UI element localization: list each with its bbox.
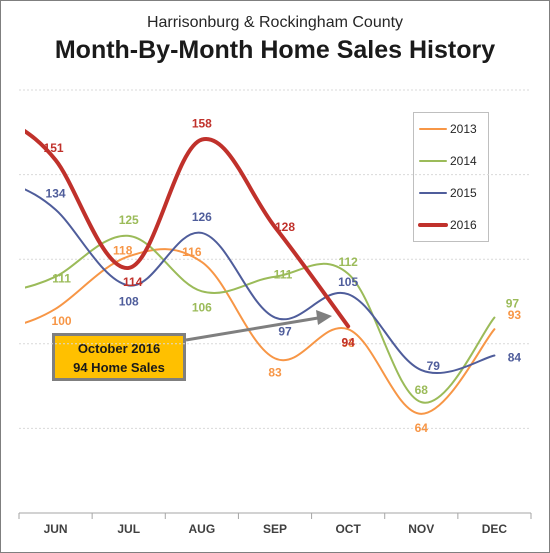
annotation-callout: October 2016 94 Home Sales	[52, 333, 186, 381]
series-line-2015	[25, 188, 496, 375]
data-label: 128	[275, 220, 295, 234]
data-label: 108	[119, 294, 139, 308]
data-label: 106	[192, 300, 212, 314]
data-label: 84	[508, 350, 522, 364]
data-label: 97	[278, 325, 292, 339]
data-label: 68	[415, 383, 429, 397]
data-label: 83	[268, 365, 282, 379]
data-label: 111	[52, 272, 71, 286]
data-label: 126	[192, 210, 212, 224]
x-tick-label: OCT	[335, 522, 361, 536]
x-tick-label: AUG	[189, 522, 216, 536]
data-label: 114	[123, 275, 143, 289]
data-label: 93	[508, 308, 522, 322]
x-tick-label: JUN	[44, 522, 68, 536]
x-tick-label: JUL	[117, 522, 140, 536]
data-label: 105	[338, 275, 358, 289]
x-tick-label: DEC	[482, 522, 508, 536]
chart-title: Month-By-Month Home Sales History	[54, 36, 496, 64]
data-label: 64	[415, 421, 429, 435]
data-label: 151	[44, 141, 64, 155]
annotation-arrow	[185, 316, 319, 342]
annotation-line-1: October 2016	[77, 341, 161, 356]
annotation-arrowhead	[316, 310, 332, 325]
legend-label-2016: 2016	[450, 218, 477, 232]
data-label: 93	[341, 336, 355, 350]
series-line-2013	[25, 248, 496, 415]
legend-label-2015: 2015	[450, 186, 477, 200]
legend	[413, 112, 489, 242]
chart-subtitle: Harrisonburg & Rockingham County	[146, 14, 404, 31]
data-label: 118	[113, 243, 133, 257]
series-line-2014	[25, 234, 496, 404]
legend-label-2013: 2013	[450, 122, 477, 136]
data-label: 116	[182, 245, 202, 259]
data-label: 97	[506, 297, 520, 311]
data-label: 94	[341, 335, 355, 349]
legend-label-2014: 2014	[450, 154, 477, 168]
data-label: 134	[46, 187, 66, 201]
data-label: 158	[192, 117, 212, 131]
x-tick-label: SEP	[263, 522, 287, 536]
x-tick-label: NOV	[408, 522, 434, 536]
data-label: 112	[338, 255, 358, 269]
data-label: 125	[119, 213, 139, 227]
data-label: 111	[274, 268, 293, 282]
data-label: 79	[427, 359, 441, 373]
data-label: 100	[52, 314, 72, 328]
series-line-2016	[25, 128, 351, 329]
annotation-line-2: 94 Home Sales	[73, 360, 165, 375]
